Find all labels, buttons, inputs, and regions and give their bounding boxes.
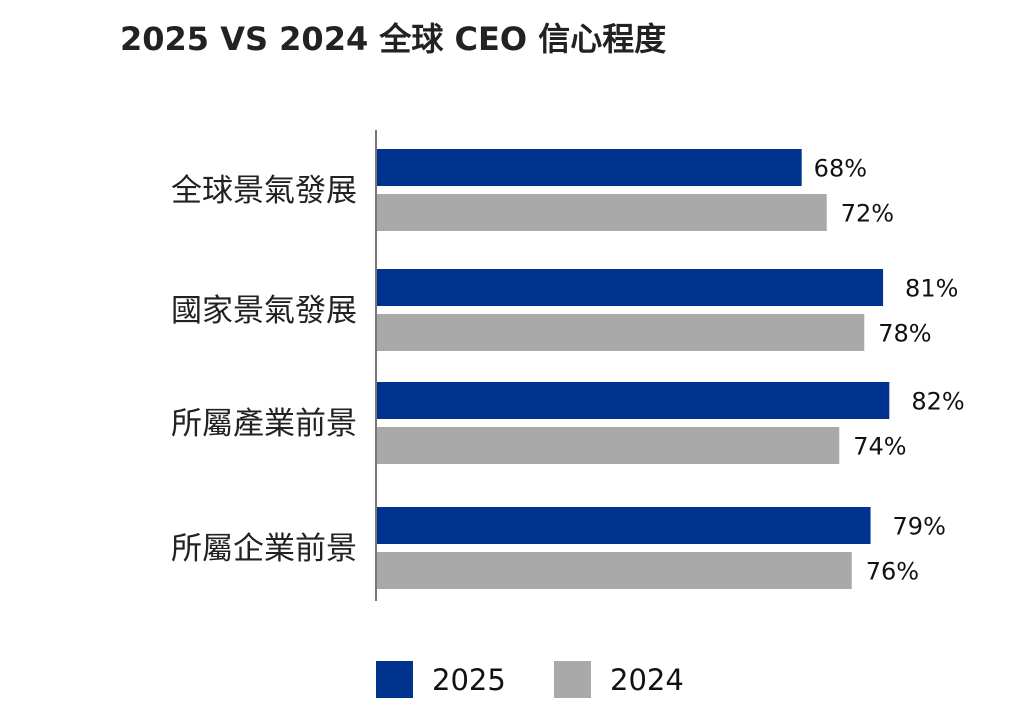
data-label: 78% [878,320,931,348]
bar-2025 [376,149,802,186]
data-label: 76% [866,558,919,586]
data-label: 79% [893,513,946,541]
data-label: 68% [814,155,867,183]
bar-2025 [376,269,884,306]
bar-2025 [376,382,890,419]
chart-title: 2025 VS 2024 全球 CEO 信心程度 [120,20,667,58]
data-label: 72% [841,200,894,228]
data-label: 74% [853,433,906,461]
category-label: 所屬產業前景 [171,406,357,442]
legend-label: 2024 [610,663,684,697]
bar-2024 [376,314,865,351]
category-label: 所屬企業前景 [171,531,357,567]
bar-2024 [376,194,827,231]
legend-swatch-2024 [554,661,591,698]
data-label: 82% [911,388,964,416]
data-label: 81% [905,275,958,303]
category-label: 國家景氣發展 [171,293,357,329]
category-label: 全球景氣發展 [171,173,357,209]
legend-swatch-2025 [376,661,413,698]
bar-2024 [376,427,840,464]
bar-2025 [376,507,871,544]
bar-2024 [376,552,852,589]
legend-label: 2025 [432,663,506,697]
